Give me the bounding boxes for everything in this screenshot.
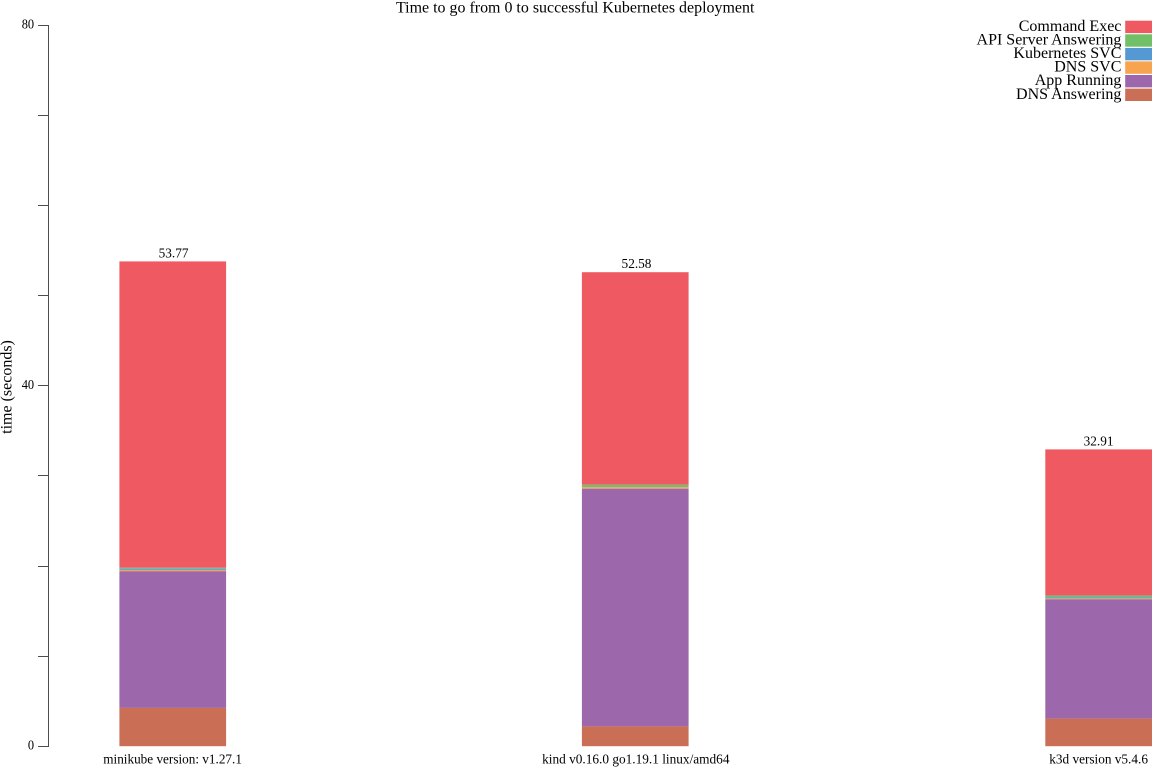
svg-text:DNS Answering: DNS Answering [1016, 86, 1121, 103]
svg-text:Time to go from 0 to successfu: Time to go from 0 to successful Kubernet… [396, 0, 755, 17]
svg-text:52.58: 52.58 [622, 257, 652, 272]
svg-text:32.91: 32.91 [1084, 434, 1114, 449]
svg-text:API Server Answering: API Server Answering [977, 32, 1122, 49]
svg-text:k3d version v5.4.6: k3d version v5.4.6 [1049, 753, 1148, 768]
svg-text:App Running: App Running [1035, 72, 1122, 89]
svg-text:DNS SVC: DNS SVC [1054, 59, 1121, 76]
svg-text:Kubernetes SVC: Kubernetes SVC [1013, 45, 1121, 62]
svg-text:Command Exec: Command Exec [1019, 18, 1122, 35]
svg-text:80: 80 [22, 18, 34, 33]
svg-text:40: 40 [22, 378, 34, 393]
svg-text:53.77: 53.77 [159, 246, 189, 261]
svg-text:minikube version: v1.27.1: minikube version: v1.27.1 [103, 753, 242, 768]
svg-text:kind v0.16.0 go1.19.1 linux/am: kind v0.16.0 go1.19.1 linux/amd64 [542, 753, 729, 768]
svg-text:0: 0 [28, 739, 34, 754]
svg-text:time (seconds): time (seconds) [0, 340, 16, 434]
